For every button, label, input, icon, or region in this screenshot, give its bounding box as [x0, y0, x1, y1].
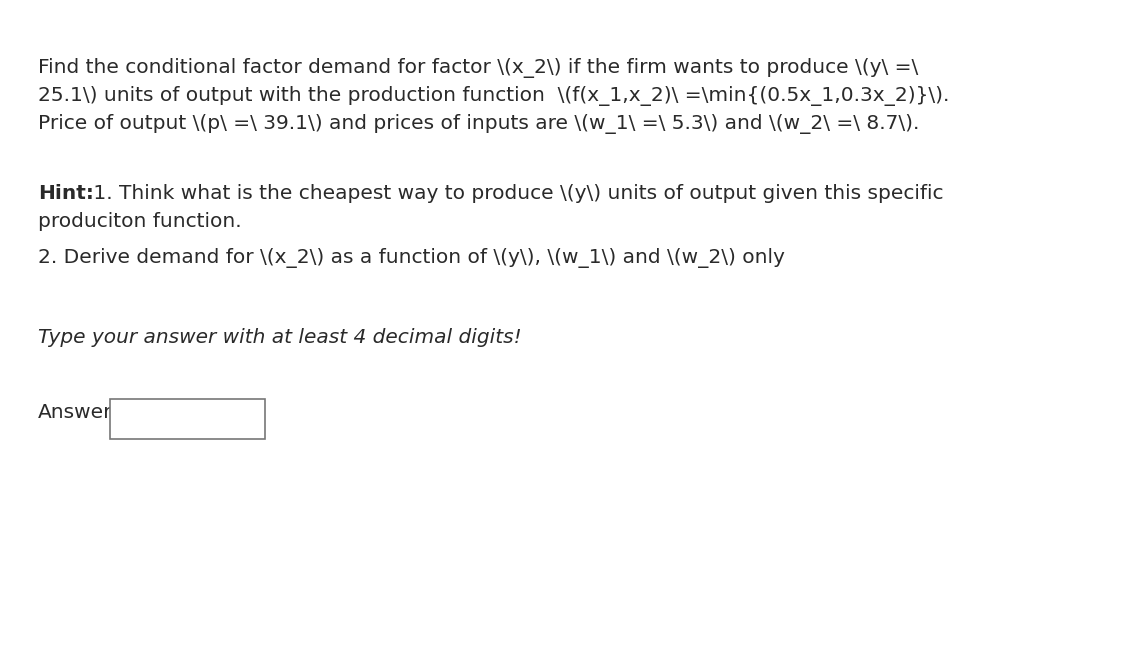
- Text: Price of output \(p\ =\ 39.1\) and prices of inputs are \(w_1\ =\ 5.3\) and \(w_: Price of output \(p\ =\ 39.1\) and price…: [38, 114, 920, 134]
- Text: Hint:: Hint:: [38, 184, 94, 203]
- Text: 1. Think what is the cheapest way to produce \(y\) units of output given this sp: 1. Think what is the cheapest way to pro…: [87, 184, 944, 203]
- Text: 25.1\) units of output with the production function  \(f(x_1,x_2)\ =\min{(0.5x_1: 25.1\) units of output with the producti…: [38, 86, 950, 106]
- Text: Type your answer with at least 4 decimal digits!: Type your answer with at least 4 decimal…: [38, 328, 522, 347]
- Text: 2. Derive demand for \(x_2\) as a function of \(y\), \(w_1\) and \(w_2\) only: 2. Derive demand for \(x_2\) as a functi…: [38, 248, 785, 268]
- Text: produciton function.: produciton function.: [38, 212, 241, 231]
- Text: Find the conditional factor demand for factor \(x_2\) if the firm wants to produ: Find the conditional factor demand for f…: [38, 58, 919, 78]
- Text: Answer:: Answer:: [38, 403, 119, 422]
